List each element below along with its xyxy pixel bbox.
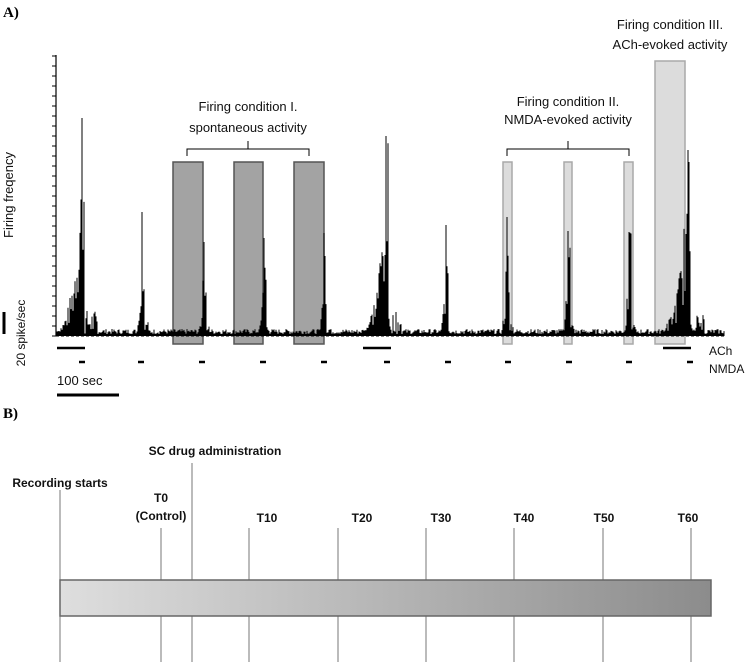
cond3-label-line1: Firing condition III. bbox=[617, 17, 723, 32]
cond2-brace bbox=[506, 141, 630, 156]
drug-admin-label: SC drug administration bbox=[149, 444, 282, 458]
nmda-label: NMDA bbox=[709, 362, 744, 376]
tick-label-t20: T20 bbox=[352, 511, 373, 525]
cond3-label-line2: ACh-evoked activity bbox=[613, 37, 728, 52]
tick-label-t30: T30 bbox=[431, 511, 452, 525]
cond1-box-1 bbox=[172, 161, 204, 345]
trace-spikes bbox=[56, 118, 725, 336]
firing-trace bbox=[56, 118, 725, 336]
time-bar-label: 100 sec bbox=[57, 373, 103, 388]
ach-label: ACh bbox=[709, 344, 732, 358]
cond1-brace bbox=[186, 141, 310, 156]
scale-bar-label: 20 spike/sec bbox=[14, 300, 28, 367]
tick-label-t50: T50 bbox=[594, 511, 615, 525]
tick-label-t60: T60 bbox=[678, 511, 699, 525]
t0-label: T0 bbox=[154, 491, 168, 505]
panel-a-label: A) bbox=[3, 5, 19, 21]
cond2-label-line1: Firing condition II. bbox=[517, 94, 620, 109]
cond1-box-3 bbox=[293, 161, 325, 345]
tick-label-t10: T10 bbox=[257, 511, 278, 525]
tick-label-t40: T40 bbox=[514, 511, 535, 525]
timeline-lines bbox=[59, 463, 692, 662]
cond2-label-line2: NMDA-evoked activity bbox=[504, 112, 632, 127]
t0-control-label: (Control) bbox=[136, 509, 187, 523]
recording-start-label: Recording starts bbox=[12, 476, 108, 490]
y-axis bbox=[52, 55, 57, 337]
cond1-label-line1: Firing condition I. bbox=[199, 99, 298, 114]
y-axis-label: Firing freqency bbox=[1, 152, 16, 238]
cond1-label-line2: spontaneous activity bbox=[189, 120, 307, 135]
panel-b-label: B) bbox=[3, 406, 18, 422]
cond1-box-2 bbox=[233, 161, 264, 345]
timeline-bar bbox=[59, 579, 712, 617]
